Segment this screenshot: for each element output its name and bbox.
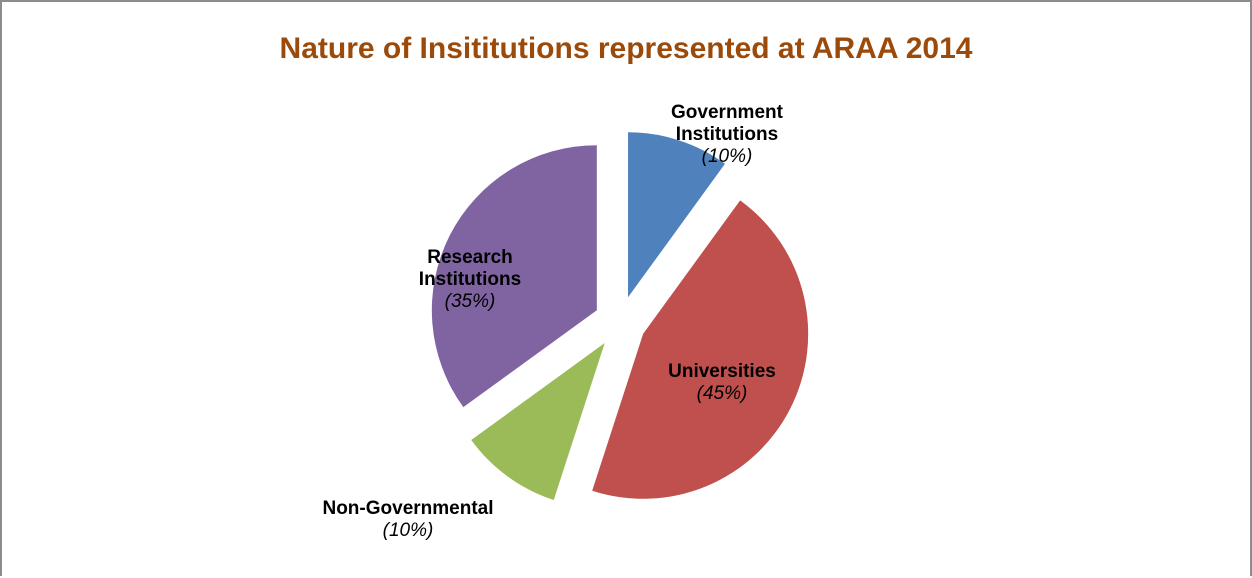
pie-slice (592, 200, 809, 499)
slice-category: Non-Governmental (322, 498, 494, 519)
slice-category: Universities (668, 361, 776, 382)
slice-label: Government Institutions (10%) (642, 102, 812, 168)
pie-slice (471, 343, 605, 500)
slice-label: Non-Governmental (10%) (293, 498, 523, 542)
slice-value-label: (10%) (382, 520, 434, 541)
pie-slice (431, 145, 597, 408)
slice-value-label: (10%) (701, 146, 753, 167)
slice-value-label: (45%) (696, 383, 748, 404)
slice-label: Research Institutions (35%) (400, 247, 540, 313)
chart-title: Nature of Insititutions represented at A… (279, 32, 973, 65)
slice-category: Research Institutions (418, 247, 522, 290)
pie-slice (628, 132, 726, 298)
slice-label: Universities (45%) (647, 361, 797, 405)
slice-value-label: (35%) (444, 291, 496, 312)
slice-category: Government Institutions (671, 102, 783, 145)
